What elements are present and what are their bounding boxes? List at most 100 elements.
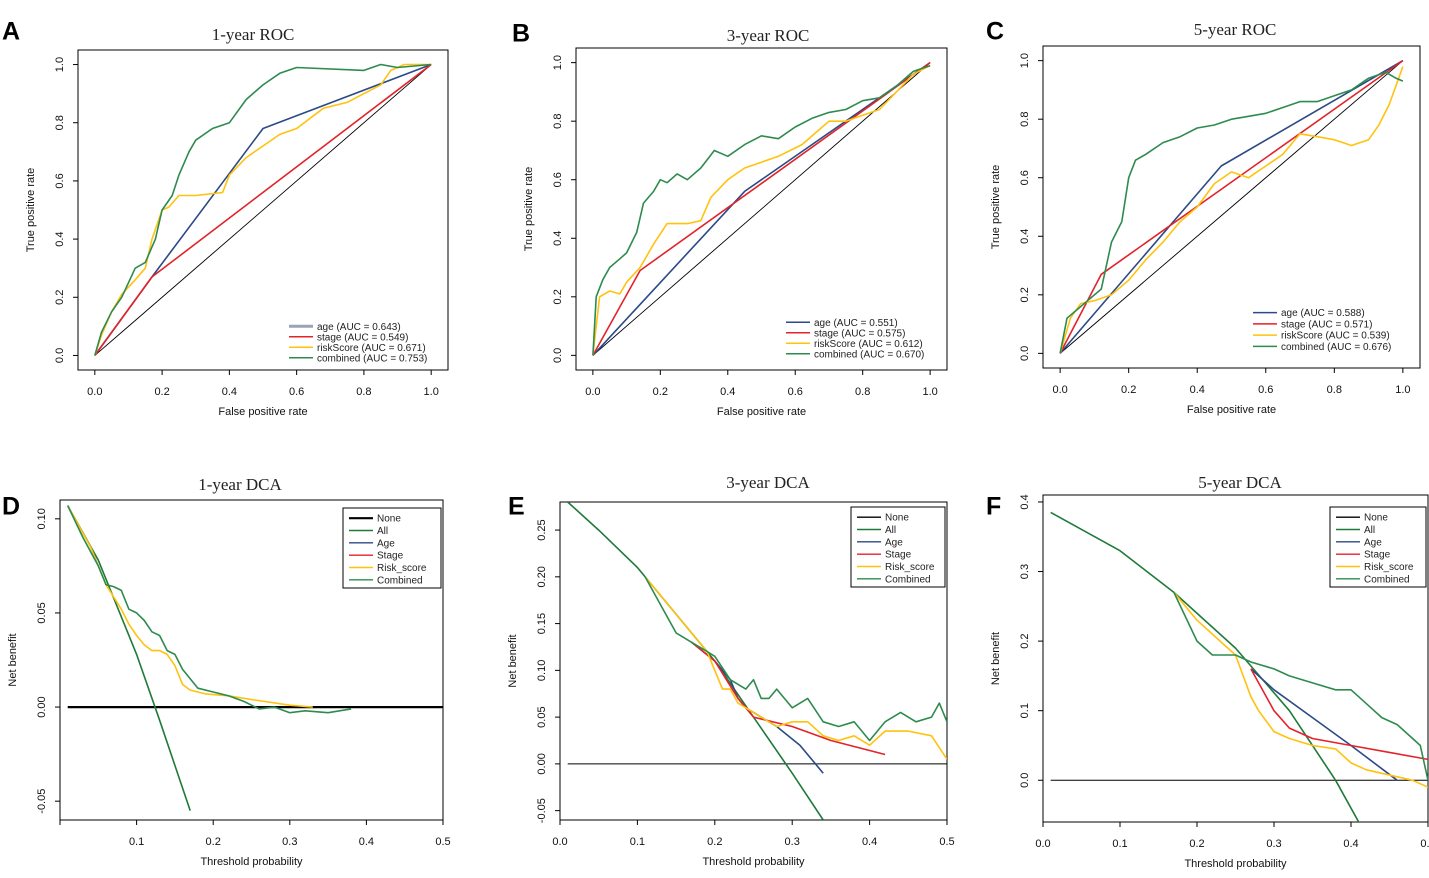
panel-f-legend-label: Combined (1364, 574, 1410, 585)
panel-d: D 1-year DCA 0.1 0.2 0.3 0.4 0.5 -0.05 0.00 0.05 0… (2, 475, 451, 868)
panel-a-series-riskscore (94, 63, 432, 356)
panel-f-plot-frame (1042, 494, 1429, 823)
panel-f-title: 5-year DCA (1198, 473, 1282, 492)
panel-e-xtick-label: 0.3 (785, 836, 800, 848)
panel-d-legend-label: Risk_score (377, 563, 427, 574)
panel-f-series-risk-score (1173, 591, 1428, 788)
panel-c-xtick-label: 1.0 (1395, 384, 1410, 396)
panel-b-ytick-label: 1.0 (552, 55, 564, 70)
panel-c-xtick-label: 0.8 (1327, 384, 1342, 396)
panel-d-xlabel: Threshold probability (200, 856, 303, 868)
panel-e-title: 3-year DCA (726, 473, 810, 492)
panel-b-ytick-label: 0.0 (552, 348, 564, 363)
panel-d-legend-label: All (377, 526, 388, 537)
panel-c-legend-label: age (AUC = 0.588) (1281, 308, 1365, 319)
panel-a-legend-label: combined (AUC = 0.753) (317, 353, 427, 364)
panel-c-legend-label: riskScore (AUC = 0.539) (1281, 331, 1390, 342)
panel-b-ytick-label: 0.6 (552, 172, 564, 187)
panel-d-legend-box (342, 507, 442, 589)
panel-d-series-combined (66, 505, 352, 714)
panel-e-xtick-label: 0.5 (939, 836, 954, 848)
panel-f-ytick-label: 0.3 (1019, 564, 1031, 579)
panel-d-xtick-label: 0.4 (359, 836, 374, 848)
panel-d-xtick-label: 0.1 (129, 836, 144, 848)
panel-f-letter: F (986, 493, 1001, 521)
panel-d-letter: D (2, 493, 20, 521)
panel-f-ytick-label: 0.4 (1019, 494, 1031, 509)
panel-e-ytick-label: 0.05 (536, 706, 548, 727)
panel-f-series-stage (1250, 668, 1428, 761)
panel-e-ytick-label: 0.00 (536, 753, 548, 774)
panel-e-series-combined (644, 576, 947, 742)
panel-a-ytick-label: 0.8 (54, 115, 66, 130)
panel-a-reference-diagonal (94, 64, 432, 356)
panel-c-series-age (1059, 59, 1404, 354)
panel-c-legend-label: combined (AUC = 0.676) (1281, 342, 1391, 353)
panel-d-plot-frame (59, 499, 444, 821)
panel-a-legend: age (AUC = 0.643)stage (AUC = 0.549)risk… (283, 317, 440, 365)
panel-e-legend-label: Risk_score (885, 562, 935, 573)
panel-f-xtick-label: 0.1 (1112, 838, 1127, 850)
panel-b: B 3-year ROC 0.0 0.2 0.4 0.6 0.8 1.0 0.0 0.2 0.4 0.… (512, 20, 948, 418)
panel-e: E 3-year DCA 0.0 0.1 0.2 0.3 0.4 0.5 -0.05 0.00 0.… (507, 473, 955, 868)
panel-f-plot-area (1050, 511, 1428, 822)
panel-c: C 5-year ROC 0.0 0.2 0.4 0.6 0.8 1.0 0.0 0.2 0.4 0.… (986, 18, 1421, 416)
panel-d-legend-label: Age (377, 538, 395, 549)
panel-c-plot-frame (1042, 45, 1421, 369)
panel-d-title: 1-year DCA (198, 475, 282, 494)
panel-c-title: 5-year ROC (1194, 20, 1277, 39)
panel-a-legend-label: riskScore (AUC = 0.671) (317, 343, 426, 354)
panel-e-ytick-label: 0.20 (536, 566, 548, 587)
panel-b-xtick-label: 0.2 (653, 386, 668, 398)
panel-d-legend-label: None (377, 514, 401, 525)
panel-e-xtick-label: 0.4 (862, 836, 877, 848)
panel-f-xlabel: Threshold probability (1184, 858, 1287, 870)
panel-e-series-risk-score (644, 576, 947, 760)
panel-c-ytick-label: 0.0 (1019, 346, 1031, 361)
panel-d-xtick-label: 0.3 (282, 836, 297, 848)
panel-e-legend-label: All (885, 525, 896, 536)
panel-a-plot-frame (77, 49, 449, 371)
panel-a-series-combined (94, 63, 432, 356)
panel-b-xtick-label: 0.8 (855, 386, 870, 398)
panel-d-ytick-label: 0.05 (36, 602, 48, 623)
panel-e-legend-label: Age (885, 537, 903, 548)
panel-f-ytick-label: 0.0 (1019, 773, 1031, 788)
panel-a-ytick-label: 0.0 (54, 348, 66, 363)
panel-e-xlabel: Threshold probability (702, 856, 805, 868)
panel-a-title: 1-year ROC (212, 25, 295, 44)
panel-d-series-risk-score (66, 505, 313, 708)
panel-f-xtick-label: 0.4 (1343, 838, 1358, 850)
panel-a-plot-area (94, 63, 432, 356)
panel-d-ytick-label: 0.00 (36, 696, 48, 717)
panel-c-xtick-label: 0.2 (1121, 384, 1136, 396)
panel-b-legend-label: combined (AUC = 0.670) (814, 349, 924, 360)
panel-c-ytick-label: 0.2 (1019, 287, 1031, 302)
panel-f-legend-label: Stage (1364, 550, 1391, 561)
panel-b-plot-area (592, 61, 931, 356)
panel-d-xtick-label: 0.5 (435, 836, 450, 848)
panel-f-xtick-label: 0.3 (1266, 838, 1281, 850)
panel-b-xlabel: False positive rate (717, 406, 806, 418)
panel-b-series-stage (592, 61, 931, 356)
panel-e-legend-label: None (885, 513, 909, 524)
panel-a-legend-label: age (AUC = 0.643) (317, 322, 401, 333)
panel-d-series-all (67, 505, 191, 811)
panel-c-series-combined (1059, 71, 1404, 354)
panel-b-letter: B (512, 20, 530, 48)
panel-a-ylabel: True positive rate (25, 168, 37, 253)
panel-d-ylabel: Net benefit (7, 633, 19, 686)
panel-f-ytick-label: 0.1 (1019, 703, 1031, 718)
panel-e-legend-label: Stage (885, 550, 912, 561)
panel-a-xtick-label: 0.2 (154, 386, 169, 398)
panel-c-xtick-label: 0.6 (1258, 384, 1273, 396)
panel-e-xtick-label: 0.1 (630, 836, 645, 848)
panel-b-legend-label: age (AUC = 0.551) (814, 318, 898, 329)
panel-f-legend-box (1329, 506, 1427, 588)
panel-f-legend-label: None (1364, 513, 1388, 524)
panel-c-legend-box (1247, 303, 1418, 354)
panel-b-legend-label: riskScore (AUC = 0.612) (814, 339, 923, 350)
panel-b-legend-label: stage (AUC = 0.575) (814, 328, 905, 339)
